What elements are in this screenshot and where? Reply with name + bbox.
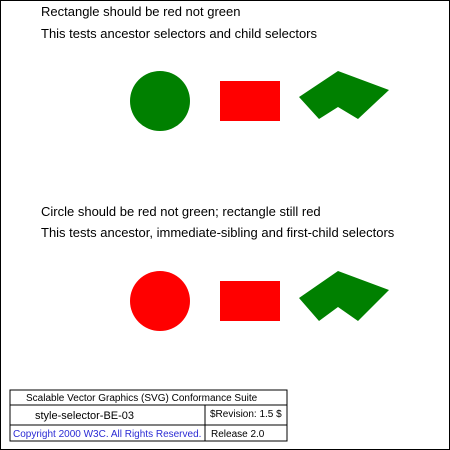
test-name: style-selector-BE-03 xyxy=(35,410,134,422)
test2-description: This tests ancestor, immediate-sibling a… xyxy=(41,225,395,240)
test1-rectangle xyxy=(220,81,280,121)
test1-polygon xyxy=(299,71,389,119)
test1-circle xyxy=(130,71,190,131)
test2-polygon xyxy=(299,271,389,321)
test2-circle xyxy=(130,271,190,331)
test1-heading: Rectangle should be red not green xyxy=(41,4,240,19)
copyright-notice: Copyright 2000 W3C. All Rights Reserved. xyxy=(13,429,201,440)
legend-border xyxy=(9,389,288,442)
revision-label: $Revision: 1.5 $ xyxy=(210,409,282,420)
suite-title: Scalable Vector Graphics (SVG) Conforman… xyxy=(26,393,258,404)
test2-rectangle xyxy=(220,281,280,321)
test1-description: This tests ancestor selectors and child … xyxy=(41,26,318,41)
legend-frame: Scalable Vector Graphics (SVG) Conforman… xyxy=(9,389,288,442)
test2-heading: Circle should be red not green; rectangl… xyxy=(41,204,321,219)
release-label: Release 2.0 xyxy=(211,429,265,440)
